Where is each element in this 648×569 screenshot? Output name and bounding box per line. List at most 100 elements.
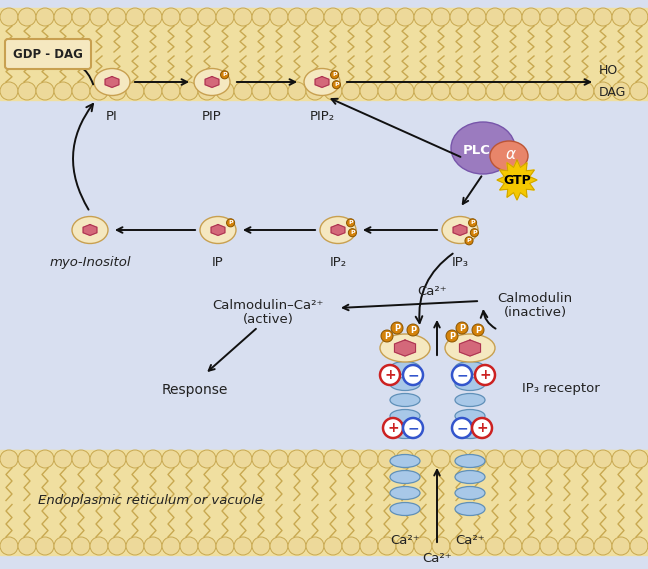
Circle shape xyxy=(396,8,414,26)
Ellipse shape xyxy=(390,410,420,423)
Text: PIP₂: PIP₂ xyxy=(310,110,334,123)
Circle shape xyxy=(360,537,378,555)
Text: P: P xyxy=(222,72,227,77)
Text: P: P xyxy=(334,82,339,87)
Circle shape xyxy=(180,8,198,26)
Circle shape xyxy=(456,322,468,334)
Circle shape xyxy=(630,450,648,468)
Ellipse shape xyxy=(390,486,420,500)
Circle shape xyxy=(612,450,630,468)
Circle shape xyxy=(432,8,450,26)
Circle shape xyxy=(126,82,144,100)
Circle shape xyxy=(227,218,235,227)
Polygon shape xyxy=(205,77,219,88)
Circle shape xyxy=(216,450,234,468)
Ellipse shape xyxy=(72,216,108,244)
Circle shape xyxy=(452,418,472,438)
Text: IP₂: IP₂ xyxy=(329,256,347,269)
Polygon shape xyxy=(211,225,225,236)
Circle shape xyxy=(180,82,198,100)
Text: DAG: DAG xyxy=(598,85,626,98)
Circle shape xyxy=(504,450,522,468)
Circle shape xyxy=(54,8,72,26)
Circle shape xyxy=(403,365,423,385)
Polygon shape xyxy=(453,225,467,236)
Text: (active): (active) xyxy=(242,312,294,325)
Circle shape xyxy=(342,8,360,26)
Circle shape xyxy=(54,537,72,555)
Circle shape xyxy=(360,82,378,100)
Text: GTP: GTP xyxy=(503,174,531,187)
Circle shape xyxy=(396,450,414,468)
Ellipse shape xyxy=(455,486,485,500)
Text: Calmodulin–Ca²⁺: Calmodulin–Ca²⁺ xyxy=(213,299,324,311)
Text: Ca²⁺: Ca²⁺ xyxy=(455,534,485,546)
Circle shape xyxy=(144,450,162,468)
Circle shape xyxy=(198,82,216,100)
Text: (inactive): (inactive) xyxy=(503,306,566,319)
Circle shape xyxy=(108,8,126,26)
Circle shape xyxy=(126,8,144,26)
Circle shape xyxy=(432,82,450,100)
FancyArrowPatch shape xyxy=(60,60,93,84)
Ellipse shape xyxy=(455,394,485,406)
Bar xyxy=(0,8,648,100)
Text: −: − xyxy=(407,421,419,435)
Circle shape xyxy=(360,450,378,468)
Circle shape xyxy=(396,82,414,100)
Circle shape xyxy=(288,537,306,555)
Circle shape xyxy=(469,218,477,227)
Circle shape xyxy=(475,365,495,385)
Ellipse shape xyxy=(94,68,130,96)
Circle shape xyxy=(468,82,486,100)
Circle shape xyxy=(216,8,234,26)
Circle shape xyxy=(558,8,576,26)
Circle shape xyxy=(36,450,54,468)
Circle shape xyxy=(234,82,252,100)
Text: P: P xyxy=(394,324,400,332)
Polygon shape xyxy=(315,77,329,88)
Circle shape xyxy=(630,8,648,26)
Text: P: P xyxy=(467,238,471,244)
Circle shape xyxy=(486,82,504,100)
Circle shape xyxy=(252,82,270,100)
Circle shape xyxy=(198,450,216,468)
Circle shape xyxy=(306,450,324,468)
Text: P: P xyxy=(475,325,481,335)
Circle shape xyxy=(216,537,234,555)
Circle shape xyxy=(180,450,198,468)
Circle shape xyxy=(403,418,423,438)
Circle shape xyxy=(594,82,612,100)
Circle shape xyxy=(330,71,339,79)
Text: Ca²⁺: Ca²⁺ xyxy=(417,284,447,298)
Text: −: − xyxy=(456,421,468,435)
Circle shape xyxy=(381,330,393,342)
Text: −: − xyxy=(407,368,419,382)
Circle shape xyxy=(72,537,90,555)
Circle shape xyxy=(540,8,558,26)
Text: +: + xyxy=(479,368,491,382)
Circle shape xyxy=(472,418,492,438)
Bar xyxy=(0,450,648,555)
Circle shape xyxy=(288,450,306,468)
Circle shape xyxy=(54,450,72,468)
Polygon shape xyxy=(331,225,345,236)
Text: +: + xyxy=(388,421,399,435)
Circle shape xyxy=(90,8,108,26)
Ellipse shape xyxy=(490,141,528,171)
Circle shape xyxy=(472,324,484,336)
Circle shape xyxy=(324,537,342,555)
Circle shape xyxy=(216,82,234,100)
Ellipse shape xyxy=(320,216,356,244)
Circle shape xyxy=(288,8,306,26)
Circle shape xyxy=(270,537,288,555)
Text: Response: Response xyxy=(162,383,228,397)
Ellipse shape xyxy=(442,216,478,244)
Circle shape xyxy=(0,8,18,26)
Circle shape xyxy=(576,450,594,468)
Circle shape xyxy=(0,537,18,555)
Polygon shape xyxy=(395,340,415,356)
Circle shape xyxy=(383,418,403,438)
Ellipse shape xyxy=(455,455,485,468)
Ellipse shape xyxy=(455,426,485,439)
